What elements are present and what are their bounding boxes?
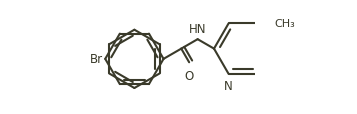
Text: O: O	[185, 69, 194, 82]
Text: CH₃: CH₃	[274, 19, 295, 29]
Text: N: N	[224, 79, 233, 92]
Text: Br: Br	[90, 53, 104, 66]
Text: HN: HN	[189, 23, 206, 36]
